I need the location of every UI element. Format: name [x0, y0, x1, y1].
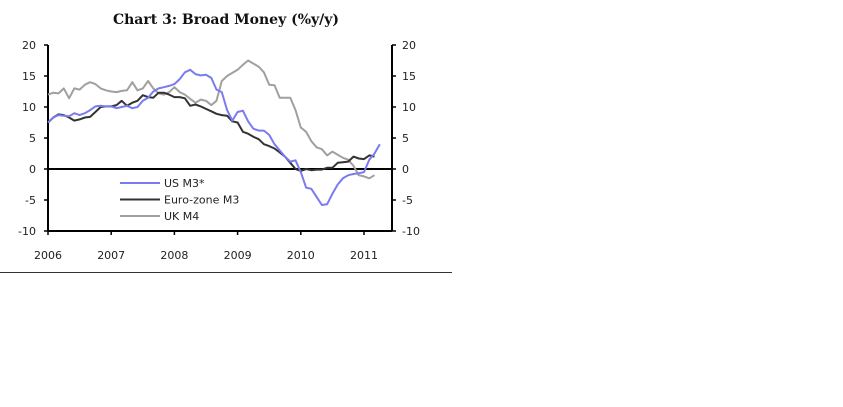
y-tick-label-right: -10	[402, 225, 420, 238]
divider	[0, 272, 452, 273]
x-tick-label: 2009	[224, 249, 252, 262]
series-line-us-m3	[47, 68, 381, 206]
y-tick-label-left: 10	[22, 101, 36, 114]
y-tick-label-right: 20	[402, 39, 416, 52]
y-tick-label-left: 5	[29, 132, 36, 145]
y-tick-label-right: 0	[402, 163, 409, 176]
y-tick-label-left: 15	[22, 70, 36, 83]
y-tick-label-left: -10	[18, 225, 36, 238]
x-tick-label: 2007	[97, 249, 125, 262]
legend-label: Euro-zone M3	[164, 194, 239, 207]
y-tick-label-right: 10	[402, 101, 416, 114]
y-tick-label-left: 20	[22, 39, 36, 52]
y-tick-label-left: -5	[25, 194, 36, 207]
x-tick-label: 2006	[34, 249, 62, 262]
legend-label: UK M4	[164, 210, 199, 223]
x-tick-label: 2010	[287, 249, 315, 262]
series-line-uk-m4	[47, 59, 376, 180]
y-tick-label-right: 5	[402, 132, 409, 145]
legend-label: US M3*	[164, 177, 205, 190]
x-tick-label: 2011	[350, 249, 378, 262]
y-tick-label-right: 15	[402, 70, 416, 83]
y-tick-label-left: 0	[29, 163, 36, 176]
y-tick-label-right: -5	[402, 194, 413, 207]
x-tick-label: 2008	[160, 249, 188, 262]
chart-title: Chart 3: Broad Money (%y/y)	[112, 12, 340, 28]
